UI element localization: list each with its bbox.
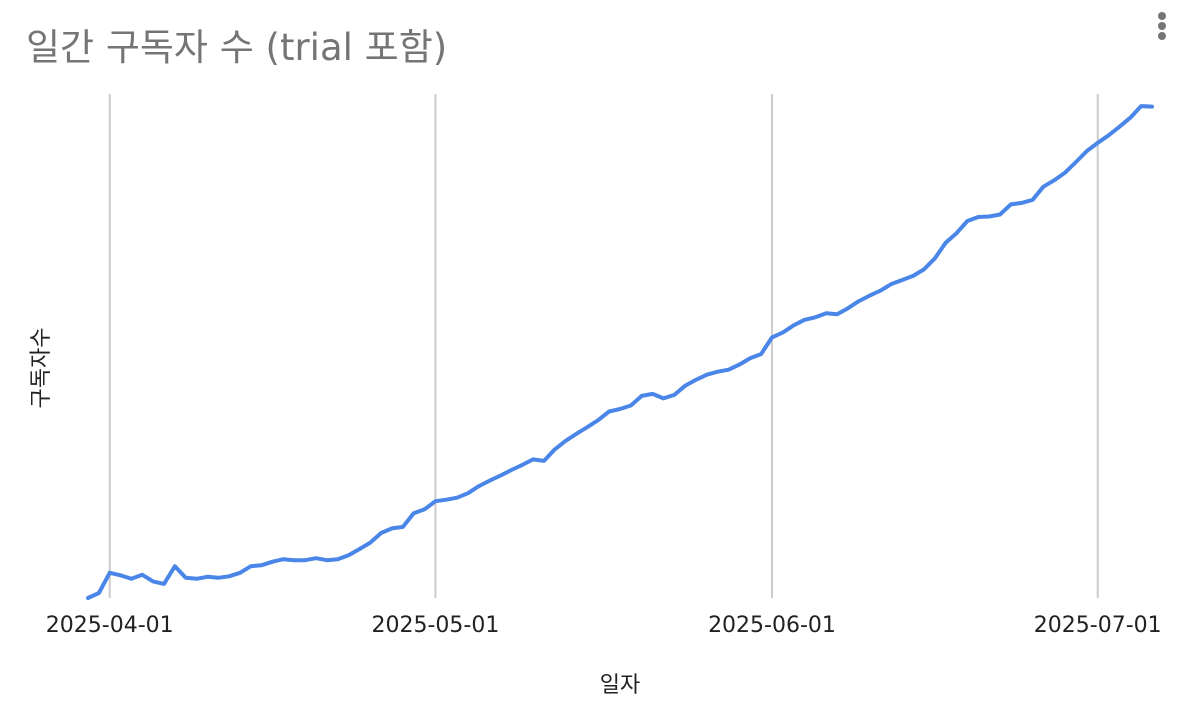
chart-title: 일간 구독자 수 (trial 포함) (26, 26, 447, 69)
x-tick-label: 2025-06-01 (708, 613, 836, 638)
y-axis-title: 구독자수 (29, 328, 54, 409)
plot-area (86, 104, 1154, 600)
kebab-menu-icon-dot (1158, 12, 1166, 20)
kebab-menu-icon-dot (1158, 22, 1166, 30)
gridlines (108, 94, 1099, 598)
kebab-menu-icon-dot (1158, 32, 1166, 40)
x-tick-label: 2025-07-01 (1034, 613, 1162, 638)
chart-menu-button[interactable] (1148, 6, 1176, 46)
x-tick-label: 2025-04-01 (46, 613, 174, 638)
x-axis-title: 일자 (600, 673, 640, 698)
x-tick-label: 2025-05-01 (371, 613, 499, 638)
x-axis-ticks: 2025-04-01 2025-05-01 2025-06-01 2025-07-01 (46, 613, 1162, 638)
series-line (86, 104, 1154, 600)
